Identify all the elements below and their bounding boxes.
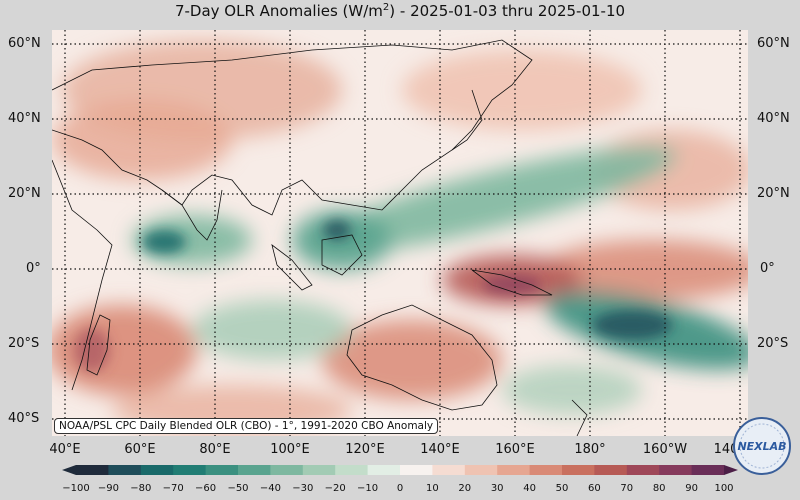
- coast-japan: [451, 89, 483, 151]
- negative-anomaly-maritime: [292, 210, 392, 270]
- colorbar-tick-label: 100: [714, 483, 734, 494]
- positive-anomaly-australia: [322, 320, 502, 400]
- colorbar-tick-label: 60: [588, 483, 601, 494]
- colorbar-cell: [205, 465, 239, 475]
- colorbar-tick-label: −40: [259, 483, 281, 494]
- colorbar-tick-label: 40: [523, 483, 536, 494]
- strong-negative-core-borneo: [323, 220, 351, 240]
- colorbar-cell: [464, 465, 498, 475]
- positive-anomaly-central-asia: [52, 100, 232, 180]
- anomaly-field: [52, 40, 748, 435]
- colorbar-cell: [270, 465, 304, 475]
- colorbar-cell: [173, 465, 207, 475]
- colorbar-cell: [562, 465, 595, 475]
- colorbar-cell: [497, 465, 531, 475]
- title-rest: ) - 2025-01-03 thru 2025-01-10: [389, 2, 626, 20]
- colorbar-tick-label: 90: [685, 483, 698, 494]
- colorbar-cell: [367, 465, 401, 475]
- colorbar-tick-label: 0: [396, 483, 404, 494]
- coast-new-guinea: [471, 269, 553, 296]
- positive-anomaly-north-pacific: [402, 50, 642, 130]
- colorbar-tick-label: −90: [97, 483, 119, 494]
- strong-positive-madagascar: [74, 328, 110, 372]
- lon-label: 120°E: [345, 442, 385, 457]
- lon-label: 180°: [574, 442, 606, 457]
- colorbar-cell: [691, 465, 725, 475]
- lat-label-left: 0°: [26, 261, 41, 276]
- lon-label: 160°W: [642, 442, 688, 457]
- lat-label-right: 0°: [760, 261, 775, 276]
- coast-australia: [346, 304, 498, 411]
- olr-anomaly-map: [52, 30, 748, 436]
- colorbar-cell: [302, 465, 336, 475]
- lat-label-left: 20°N: [8, 186, 41, 201]
- colorbar-cell: [529, 465, 563, 475]
- lat-label-right: 40°N: [757, 111, 790, 126]
- lat-label-left: 40°S: [8, 411, 40, 426]
- colorbar-tick-label: −100: [62, 483, 90, 494]
- colorbar-tick-label: 10: [426, 483, 439, 494]
- strong-negative-core-spcz: [592, 310, 672, 340]
- title-main: 7-Day OLR Anomalies (W/m: [174, 2, 383, 20]
- colorbar-tick-label: 30: [490, 483, 504, 494]
- negative-anomaly-pacific-band: [307, 146, 677, 254]
- strong-negative-core-india: [142, 230, 186, 254]
- colorbar-cell: [335, 465, 369, 475]
- colorbar-tick-label: −30: [292, 483, 314, 494]
- negative-anomaly-south-indian: [192, 300, 352, 360]
- coast-madagascar: [86, 314, 111, 376]
- lat-label-right: 60°N: [757, 36, 790, 51]
- coast-africa: [52, 159, 113, 391]
- coast-borneo: [321, 234, 363, 276]
- colorbar-tick-label: 70: [620, 483, 634, 494]
- positive-anomaly-madagascar: [52, 305, 197, 395]
- coast-india: [161, 189, 223, 241]
- colorbar-cell: [400, 465, 433, 475]
- colorbar-cell: [626, 465, 660, 475]
- lat-label-left: 60°N: [8, 36, 41, 51]
- colorbar-tick-label: −20: [324, 483, 346, 494]
- lon-label: 60°E: [124, 442, 156, 457]
- colorbar-tick-label: −70: [162, 483, 184, 494]
- colorbar-extend-max: [724, 465, 738, 475]
- negative-anomaly-tasman: [502, 365, 642, 415]
- colorbar-tick-label: 80: [652, 483, 666, 494]
- coast-new-zealand: [571, 399, 588, 436]
- lon-label: 160°E: [495, 442, 535, 457]
- colorbar-cell: [432, 465, 466, 475]
- colorbar-tick-label: 20: [458, 483, 472, 494]
- lat-label-left: 40°N: [8, 111, 41, 126]
- lat-label-right: 20°S: [757, 336, 789, 351]
- colorbar-cell: [108, 465, 142, 475]
- colorbar-tick-label: −80: [130, 483, 152, 494]
- positive-anomaly-east-pacific: [542, 240, 748, 300]
- colorbar-tick-label: −50: [227, 483, 249, 494]
- coastlines: [52, 39, 588, 436]
- lon-label: 140°E: [420, 442, 460, 457]
- strong-positive-core: [482, 275, 542, 295]
- colorbar-tick-label: −10: [357, 483, 379, 494]
- colorbar-extend-min: [62, 465, 76, 475]
- lon-label: 100°E: [270, 442, 310, 457]
- colorbar-cell: [659, 465, 693, 475]
- colorbar-tick-label: −60: [195, 483, 217, 494]
- colorbar: [62, 465, 738, 475]
- colorbar-cell: [594, 465, 628, 475]
- colorbar-cells: [62, 465, 738, 475]
- coast-sumatra: [271, 244, 313, 291]
- colorbar-cell: [140, 465, 174, 475]
- nexlab-logo: NEXLAB: [733, 417, 791, 475]
- lon-label: 140: [713, 442, 739, 457]
- lon-label: 40°E: [49, 442, 81, 457]
- lat-label-right: 20°N: [757, 186, 790, 201]
- title-exponent: 2: [382, 2, 390, 13]
- data-source-label: NOAA/PSL CPC Daily Blended OLR (CBO) - 1…: [54, 418, 439, 434]
- colorbar-cell: [238, 465, 271, 475]
- lon-label: 80°E: [199, 442, 231, 457]
- colorbar-cell: [76, 465, 109, 475]
- map-title: 7-Day OLR Anomalies (W/m2) - 2025-01-03 …: [0, 2, 800, 20]
- logo-text: NEXLAB: [737, 440, 786, 453]
- colorbar-tick-label: 50: [555, 483, 569, 494]
- lat-label-left: 20°S: [8, 336, 40, 351]
